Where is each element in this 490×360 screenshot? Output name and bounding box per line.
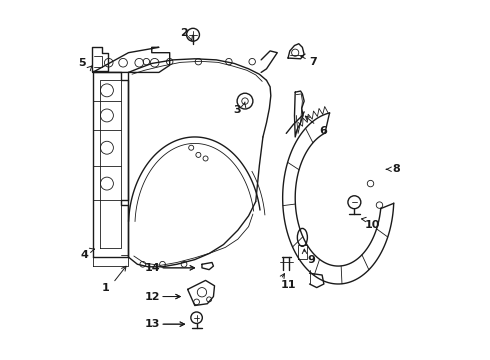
Text: 11: 11 [280,280,296,290]
Text: 1: 1 [102,283,110,293]
Text: 6: 6 [319,126,327,135]
Text: 2: 2 [180,28,188,38]
Text: 8: 8 [392,164,400,174]
Text: 5: 5 [78,58,86,68]
Text: 13: 13 [145,319,161,329]
Text: 12: 12 [145,292,161,302]
Text: 7: 7 [309,57,317,67]
Text: 9: 9 [308,255,316,265]
Text: 3: 3 [233,105,241,115]
Text: 10: 10 [365,220,380,230]
Text: 14: 14 [145,263,161,273]
Text: 4: 4 [80,250,88,260]
